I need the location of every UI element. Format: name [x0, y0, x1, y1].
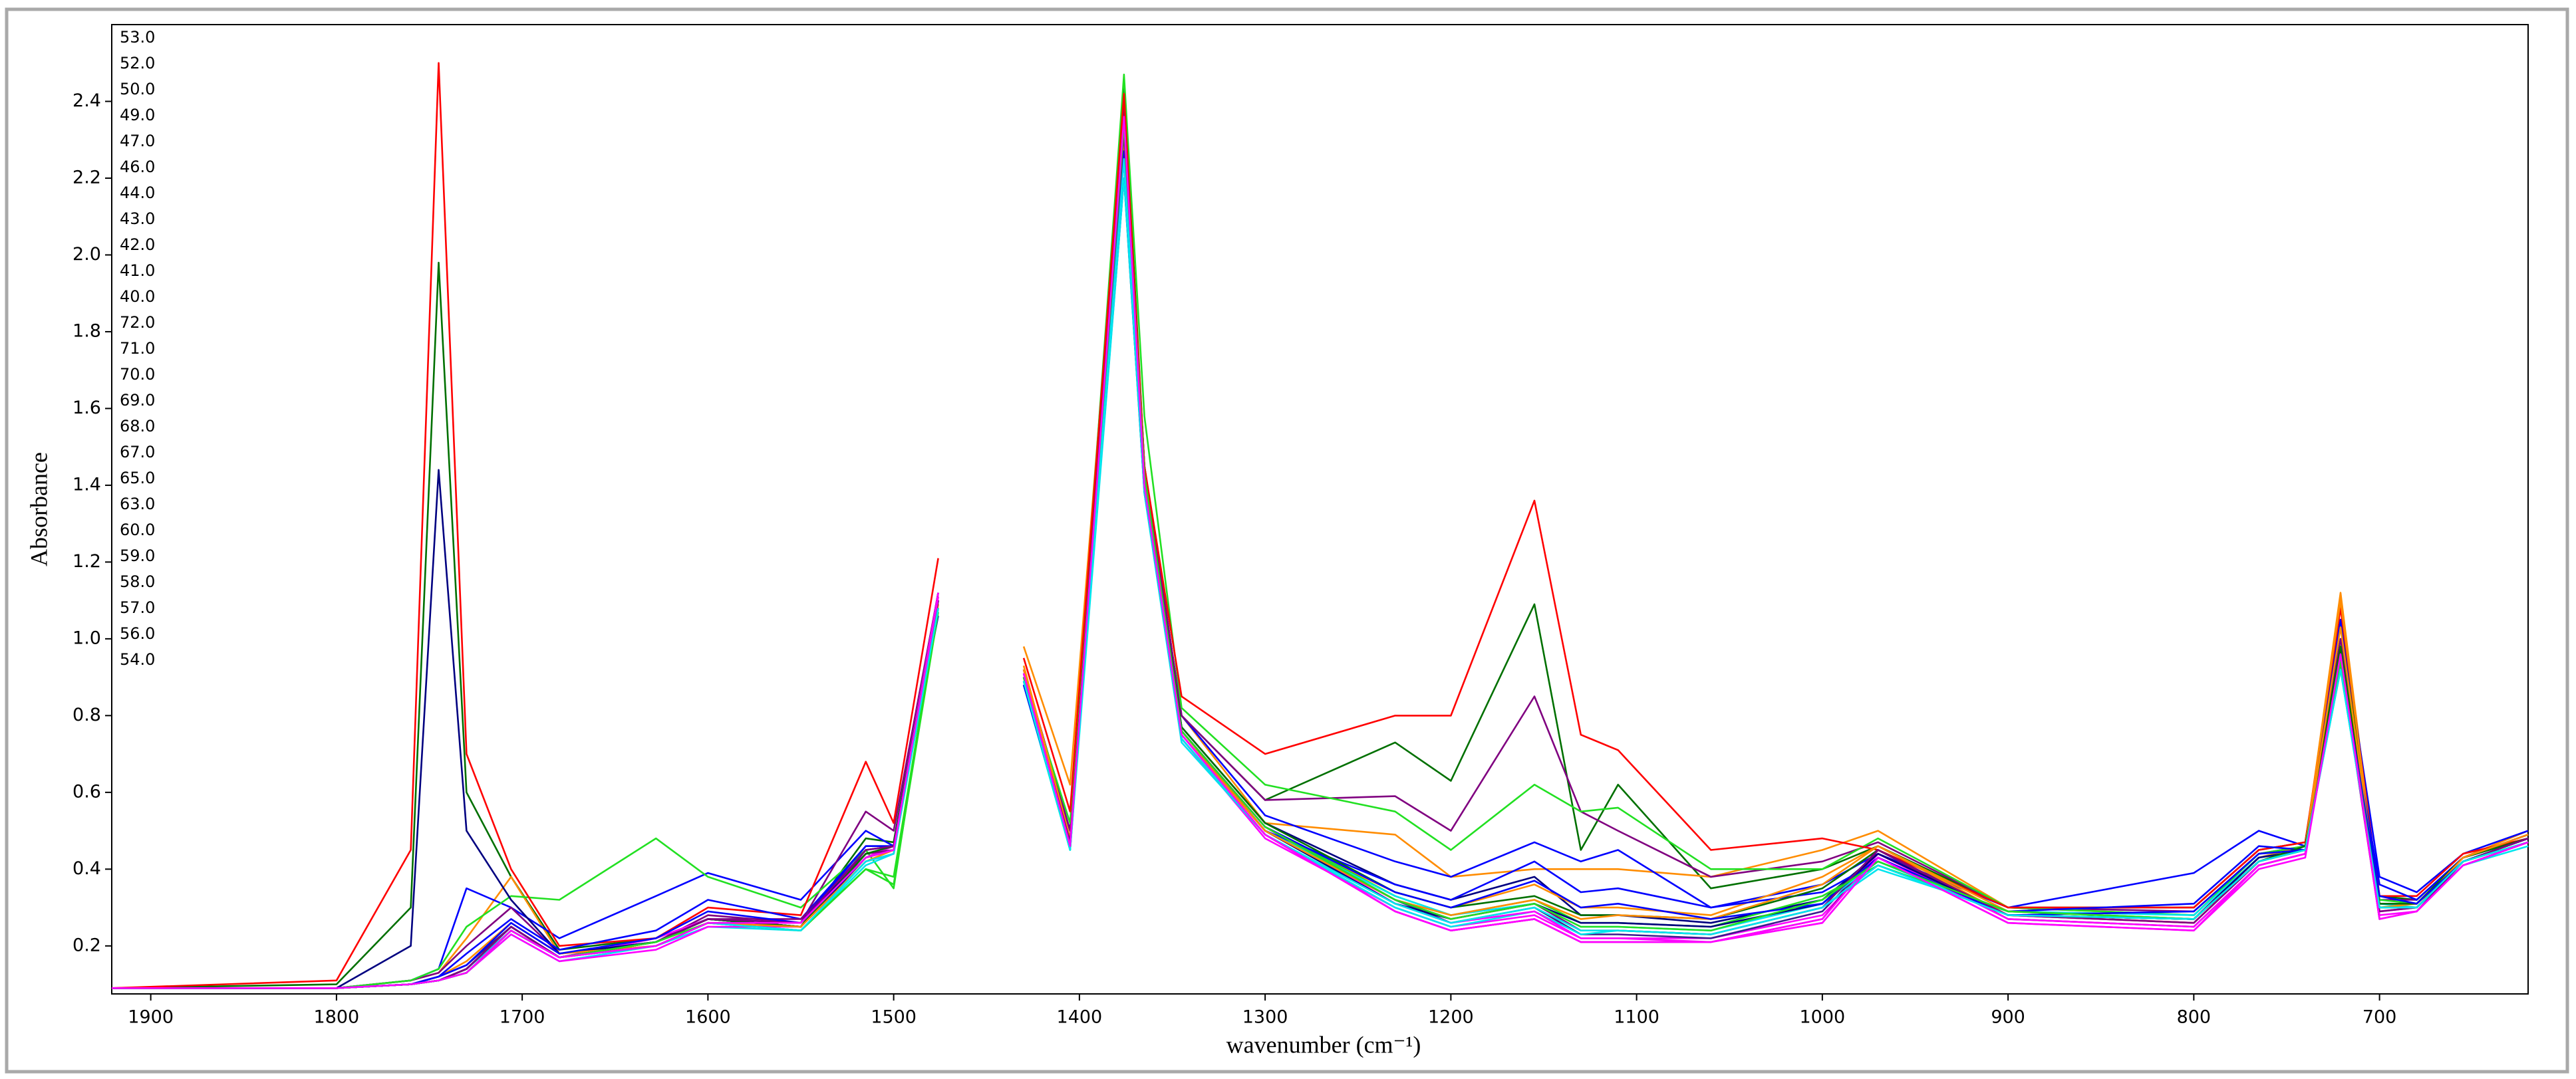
legend-entry: 40.0	[120, 287, 155, 306]
legend-entry: 63.0	[120, 495, 155, 513]
x-tick-label: 1200	[1428, 1007, 1474, 1028]
legend-entry: 43.0	[120, 209, 155, 228]
spectrum-line	[112, 116, 2529, 989]
x-axis-title: wavenumber (cm⁻¹)	[1226, 1031, 1421, 1058]
x-tick-label: 1400	[1057, 1007, 1103, 1028]
legend-entry: 53.0	[120, 28, 155, 47]
x-tick-label: 1100	[1614, 1007, 1659, 1028]
y-tick-label: 0.2	[72, 935, 101, 955]
legend-entry: 65.0	[120, 469, 155, 487]
y-tick-label: 1.4	[72, 474, 101, 495]
legend-entry: 58.0	[120, 572, 155, 591]
y-tick-label: 0.6	[72, 781, 101, 802]
legend-entry: 56.0	[120, 624, 155, 643]
legend-entry: 60.0	[120, 521, 155, 539]
x-tick-label: 1800	[314, 1007, 360, 1028]
y-axis-title: Absorbance	[25, 452, 52, 566]
y-tick-label: 2.0	[72, 244, 101, 265]
legend-entry: 72.0	[120, 313, 155, 332]
y-tick-label: 1.0	[72, 628, 101, 648]
legend-entry: 41.0	[120, 261, 155, 280]
x-tick-label: 1300	[1242, 1007, 1288, 1028]
legend-entry: 49.0	[120, 106, 155, 124]
legend-entry: 42.0	[120, 235, 155, 254]
y-tick-label: 2.4	[72, 90, 101, 111]
plot-area	[111, 24, 2529, 995]
x-tick-label: 1600	[685, 1007, 731, 1028]
x-tick-label: 700	[2362, 1007, 2397, 1028]
x-tick-label: 1700	[500, 1007, 545, 1028]
y-tick-label: 1.6	[72, 398, 101, 418]
y-tick-label: 0.8	[72, 705, 101, 725]
x-tick-label: 900	[1991, 1007, 2025, 1028]
legend: 53.0 52.0 50.0 49.0 47.0 46.0 44.0 43.0 42.0 41.0…	[120, 28, 155, 669]
x-tick-label: 1900	[128, 1007, 174, 1028]
legend-entry: 69.0	[120, 391, 155, 410]
legend-entry: 71.0	[120, 339, 155, 358]
legend-entry: 54.0	[120, 650, 155, 669]
legend-entry: 70.0	[120, 365, 155, 384]
x-tick-label: 800	[2177, 1007, 2212, 1028]
y-tick-label: 1.2	[72, 551, 101, 572]
y-tick-label: 1.8	[72, 320, 101, 341]
y-tick-label: 2.2	[72, 167, 101, 187]
legend-entry: 68.0	[120, 417, 155, 435]
x-tick-label: 1000	[1800, 1007, 1846, 1028]
legend-entry: 50.0	[120, 80, 155, 98]
legend-entry: 52.0	[120, 54, 155, 72]
legend-entry: 57.0	[120, 598, 155, 617]
legend-entry: 46.0	[120, 158, 155, 176]
legend-entry: 47.0	[120, 132, 155, 150]
y-tick-label: 0.4	[72, 858, 101, 879]
legend-entry: 44.0	[120, 183, 155, 202]
legend-entry: 67.0	[120, 443, 155, 461]
x-tick-label: 1500	[871, 1007, 917, 1028]
legend-entry: 59.0	[120, 546, 155, 565]
